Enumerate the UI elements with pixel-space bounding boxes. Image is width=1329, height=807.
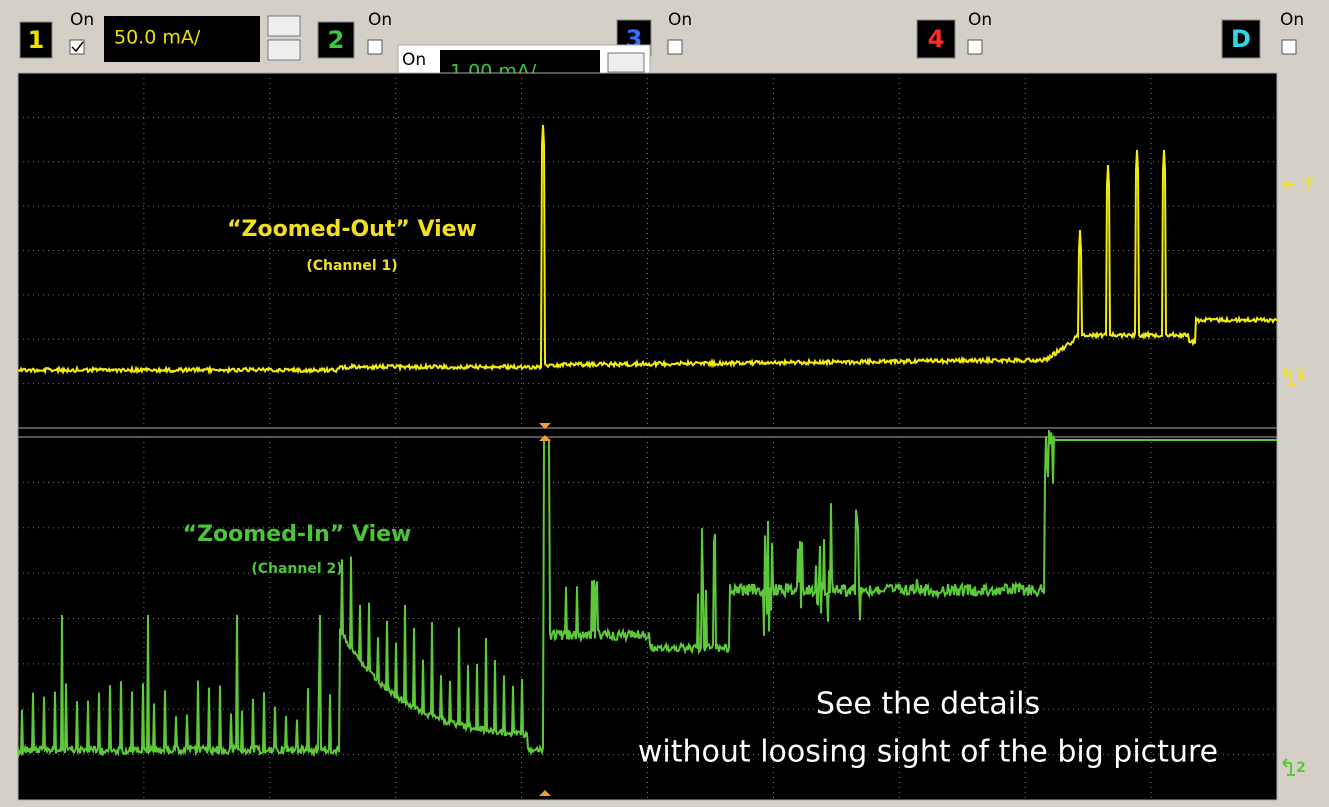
on-label: On <box>368 10 392 30</box>
trigger-marker: T <box>1304 177 1314 193</box>
ch2-label: 2 <box>328 26 345 54</box>
on-label: On <box>968 10 992 30</box>
ac-button[interactable] <box>267 15 301 37</box>
digital-label: D <box>1231 25 1251 53</box>
panel-title: “Zoomed-Out” View <box>227 217 477 242</box>
trigger-point <box>539 435 551 441</box>
ch1-scale: 50.0 mA/ <box>114 27 201 49</box>
ch1-scale-box[interactable] <box>104 16 260 62</box>
ch1-checkbox[interactable] <box>69 39 85 55</box>
trigger-point <box>539 790 551 796</box>
ch2-button[interactable] <box>317 21 355 59</box>
panel-title: “Zoomed-In” View <box>183 522 412 547</box>
ground-marker <box>1282 367 1295 385</box>
ch1-button[interactable] <box>19 21 53 59</box>
on-label: On <box>1280 10 1304 30</box>
dc-button[interactable] <box>267 39 301 61</box>
ch4-label: 4 <box>928 25 945 53</box>
ch1-trace <box>17 124 1278 376</box>
trigger-arrow <box>1282 180 1295 190</box>
ch2-trace <box>17 430 1277 758</box>
on-label: On <box>668 10 692 30</box>
trigger-point <box>539 423 551 429</box>
toolbar: 1 On 50.0 mA/ 2 On 3 On 4 On D On On 1.0… <box>19 10 1304 101</box>
digital-button[interactable] <box>1221 19 1261 59</box>
ch1-label: 1 <box>28 26 45 54</box>
ch4-button[interactable] <box>916 19 956 59</box>
caption-line: See the details <box>816 687 1040 722</box>
on-label: On <box>402 50 426 70</box>
ch1-marker: 1 <box>1296 368 1306 384</box>
ch2-checkbox[interactable] <box>367 39 383 55</box>
ch2-marker: 2 <box>1296 760 1306 776</box>
digital-checkbox[interactable] <box>1281 39 1297 55</box>
ch4-checkbox[interactable] <box>967 39 983 55</box>
panel-subtitle: (Channel 1) <box>306 258 397 274</box>
panel-subtitle: (Channel 2) <box>251 561 342 577</box>
ac-button[interactable] <box>607 52 645 73</box>
ch3-checkbox[interactable] <box>667 39 683 55</box>
ground-marker <box>1282 758 1295 776</box>
caption-line: without loosing sight of the big picture <box>638 735 1218 770</box>
check <box>71 41 84 53</box>
on-label: On <box>70 10 94 30</box>
